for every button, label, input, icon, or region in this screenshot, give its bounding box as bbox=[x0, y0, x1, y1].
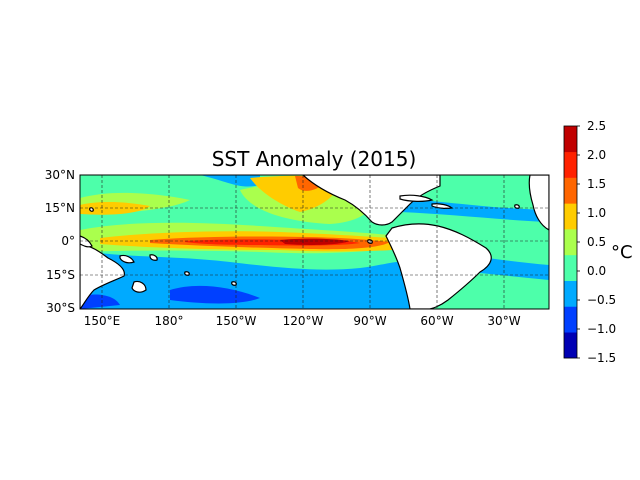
colorbar-segment bbox=[564, 151, 577, 178]
colorbar-tick-label: 0.0 bbox=[587, 264, 606, 278]
colorbar-ticks: 2.5 2.0 1.5 1.0 0.5 0.0 −0.5 −1.0 −1.5 bbox=[577, 119, 616, 365]
colorbar-tick-label: 2.5 bbox=[587, 119, 606, 133]
lat-tick-label: 30°S bbox=[46, 301, 75, 315]
sst-anomaly-field bbox=[80, 175, 549, 309]
lat-tick-labels: 30°N 15°N 0° 15°S 30°S bbox=[45, 168, 75, 315]
lat-tick-label: 15°N bbox=[45, 201, 75, 215]
colorbar-segment bbox=[564, 332, 577, 359]
colorbar-tick-label: 2.0 bbox=[587, 148, 606, 162]
colorbar-tick-label: 1.0 bbox=[587, 206, 606, 220]
lon-tick-label: 150°E bbox=[84, 314, 121, 328]
lon-tick-label: 30°W bbox=[487, 314, 520, 328]
colorbar-segments bbox=[564, 126, 577, 359]
lon-tick-labels: 150°E 180° 150°W 120°W 90°W 60°W 30°W bbox=[84, 314, 521, 328]
colorbar-tick-label: 1.5 bbox=[587, 177, 606, 191]
colorbar-tick-label: 0.5 bbox=[587, 235, 606, 249]
lon-tick-label: 180° bbox=[155, 314, 184, 328]
lon-tick-label: 120°W bbox=[283, 314, 324, 328]
lon-tick-label: 60°W bbox=[420, 314, 453, 328]
colorbar-tick-label: −1.0 bbox=[587, 322, 616, 336]
lat-tick-label: 0° bbox=[61, 234, 75, 248]
colorbar-segment bbox=[564, 306, 577, 333]
colorbar-segment bbox=[564, 280, 577, 307]
colorbar-segment bbox=[564, 177, 577, 204]
lon-tick-label: 150°W bbox=[216, 314, 257, 328]
colorbar-tick-label: −1.5 bbox=[587, 351, 616, 365]
map-frame bbox=[79, 174, 550, 310]
lat-tick-label: 30°N bbox=[45, 168, 75, 182]
landmass bbox=[80, 175, 549, 309]
map-title: SST Anomaly (2015) bbox=[212, 147, 417, 171]
colorbar-segment bbox=[564, 254, 577, 281]
colorbar-segment bbox=[564, 229, 577, 256]
colorbar-tick-label: −0.5 bbox=[587, 293, 616, 307]
lat-tick-label: 15°S bbox=[46, 268, 75, 282]
colorbar-segment bbox=[564, 126, 577, 153]
gridlines bbox=[80, 175, 549, 309]
lon-tick-label: 90°W bbox=[353, 314, 386, 328]
colorbar-segment bbox=[564, 203, 577, 230]
colorbar-unit-label: °C bbox=[611, 242, 633, 263]
colorbar: 2.5 2.0 1.5 1.0 0.5 0.0 −0.5 −1.0 −1.5 °C bbox=[563, 119, 633, 365]
